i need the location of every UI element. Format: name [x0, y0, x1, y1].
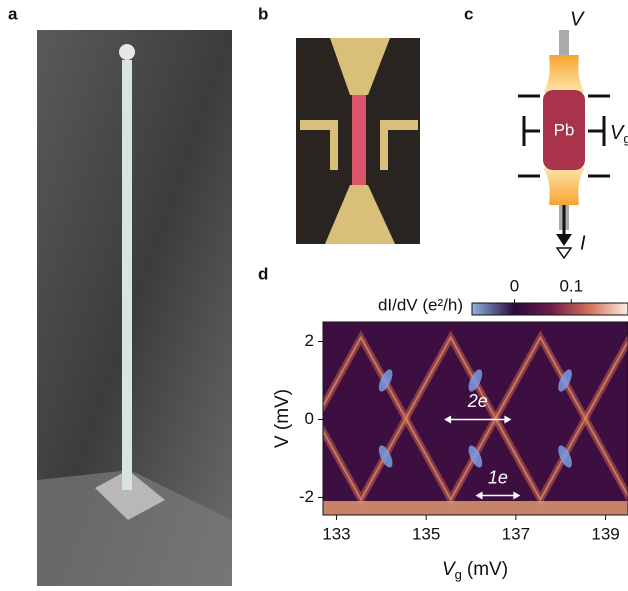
- annotation-label: 1e: [488, 467, 508, 487]
- substrate: [37, 470, 232, 586]
- x-axis-label: Vg (mV): [442, 559, 508, 582]
- heatmap: [323, 322, 628, 515]
- edge-band: [323, 501, 628, 515]
- annotation-label: 2e: [467, 391, 488, 411]
- pb-island: [543, 90, 585, 170]
- gate-subscript: g: [623, 131, 628, 146]
- diamond-edge: [584, 339, 628, 498]
- peak: [558, 445, 572, 468]
- gates: [518, 94, 610, 236]
- electrode: [330, 38, 390, 95]
- gate-label: Vg: [610, 122, 628, 146]
- plot-frame: [322, 321, 628, 516]
- panel-label: c: [464, 4, 473, 23]
- island: [352, 95, 366, 185]
- arrow-head: [444, 415, 512, 424]
- x-label-subscript: g: [455, 567, 462, 582]
- x-tick-label: 137: [502, 524, 530, 543]
- arrow-head: [556, 234, 572, 246]
- colorbar-tick-label: 0.1: [559, 276, 583, 295]
- colorbar: [471, 302, 628, 316]
- panel-label: b: [258, 4, 268, 23]
- x-tick-label: 135: [412, 524, 440, 543]
- peak: [468, 445, 483, 468]
- peak: [378, 369, 393, 392]
- current-label: I: [580, 232, 586, 254]
- x-label-symbol: V: [442, 559, 457, 580]
- y-axis-label: V (mV): [272, 389, 293, 448]
- y-tick-label: 2: [305, 331, 314, 350]
- electrode: [325, 185, 395, 244]
- panel-label: d: [258, 264, 268, 283]
- x-tick-label: 133: [322, 524, 350, 543]
- island-label: Pb: [554, 120, 575, 139]
- gate: [300, 120, 418, 170]
- lead: [543, 168, 585, 205]
- ground: [555, 247, 573, 260]
- x-label-unit: (mV): [467, 559, 508, 580]
- y-tick-label: 0: [305, 409, 314, 428]
- panel-label: a: [8, 4, 18, 23]
- wire-base: [95, 470, 165, 520]
- peak: [378, 445, 393, 468]
- lead: [543, 55, 585, 92]
- gate-symbol: V: [610, 122, 625, 144]
- wire-tip: [119, 44, 135, 60]
- nanowire: [122, 60, 132, 490]
- colorbar-tick-label: 0: [510, 276, 519, 295]
- x-tick-label: 139: [591, 524, 619, 543]
- y-tick-label: -2: [299, 487, 314, 506]
- bias-label: V: [570, 8, 585, 30]
- colorbar-label: dI/dV (e²/h): [378, 295, 463, 314]
- peak: [558, 369, 572, 392]
- peak: [468, 369, 483, 392]
